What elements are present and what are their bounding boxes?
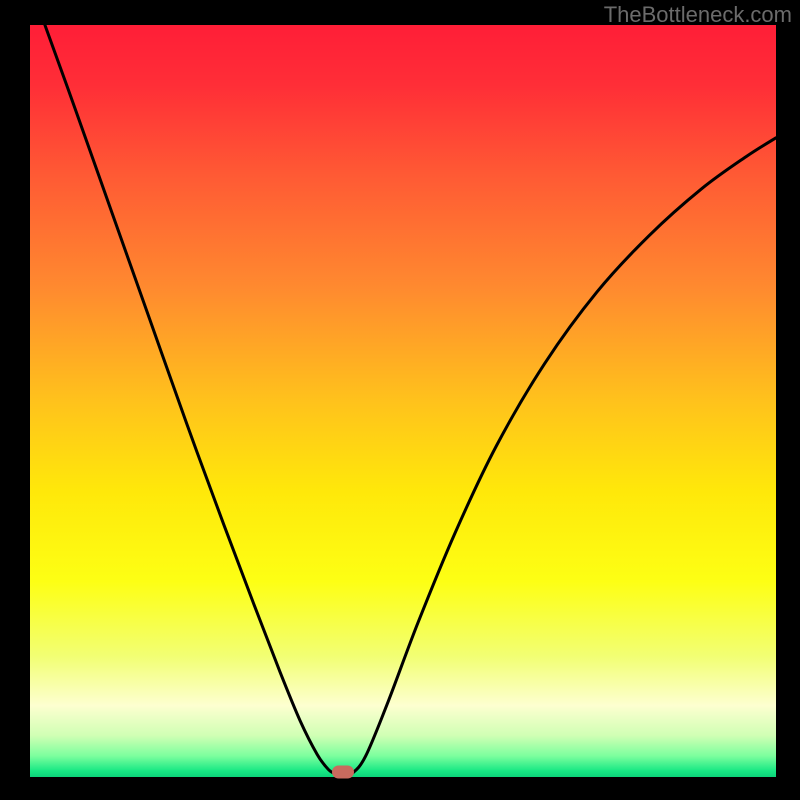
plot-area	[30, 25, 776, 777]
watermark-text: TheBottleneck.com	[604, 2, 792, 28]
curve-path	[45, 25, 776, 775]
optimal-point-marker	[332, 766, 354, 779]
bottleneck-curve	[30, 25, 776, 777]
chart-frame: TheBottleneck.com	[0, 0, 800, 800]
